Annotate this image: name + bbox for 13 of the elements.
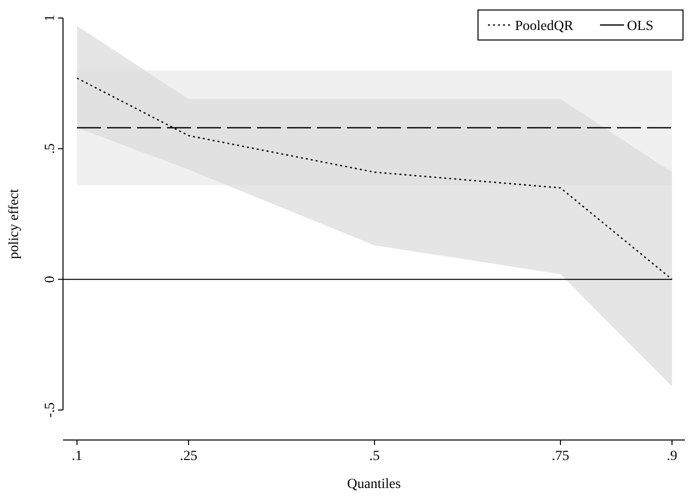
x-tick-label: .9	[666, 449, 678, 464]
legend-label: PooledQR	[515, 19, 574, 34]
legend-label: OLS	[627, 19, 654, 34]
y-tick-label: 1	[43, 14, 58, 22]
y-tick-label: .5	[43, 143, 58, 154]
y-tick-label: -.5	[43, 402, 58, 418]
x-axis-title: Quantiles	[347, 477, 401, 492]
y-axis-title: policy effect	[7, 188, 22, 260]
x-tick-label: .25	[180, 449, 198, 464]
y-tick-label: 0	[43, 276, 58, 283]
x-tick-label: .5	[369, 449, 380, 464]
x-tick-label: .75	[552, 449, 570, 464]
x-tick-label: .1	[72, 449, 82, 464]
